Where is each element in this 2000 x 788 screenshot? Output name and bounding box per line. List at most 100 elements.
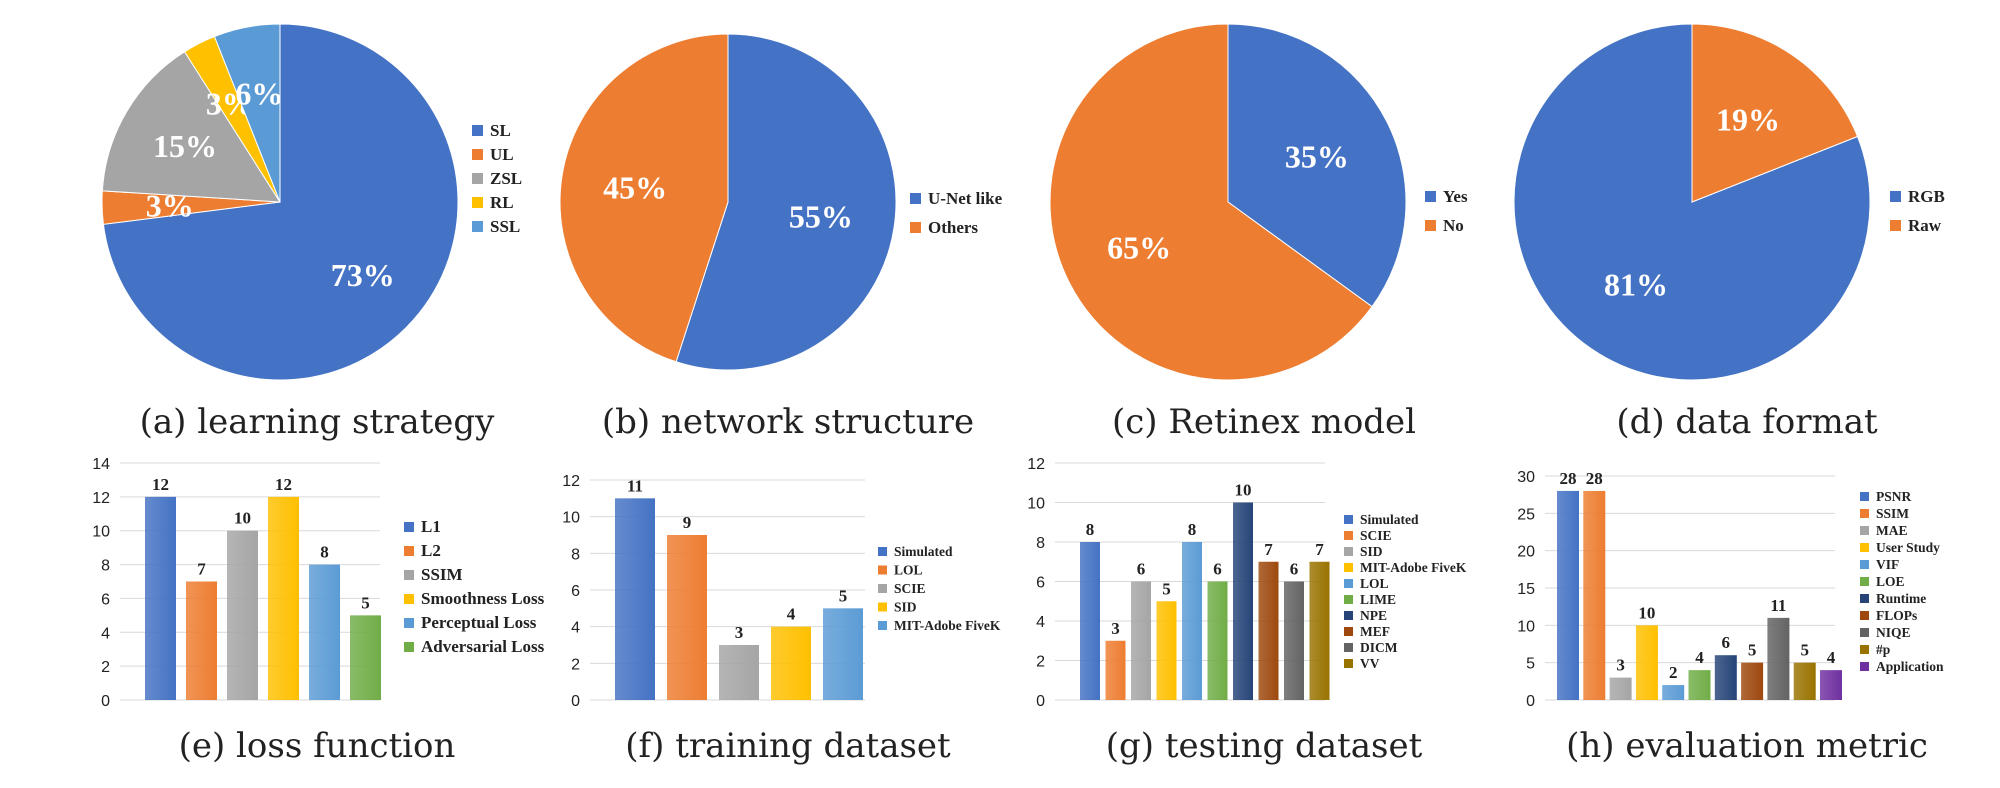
pie-a-legend-swatch-sl <box>472 125 483 136</box>
bar-g-legend-simulated: Simulated <box>1360 512 1419 527</box>
bar-f-ytick: 0 <box>571 693 580 710</box>
pie-b-legend-u-net-like: U-Net like <box>928 189 1003 208</box>
pie-a-legend-swatch-ul <box>472 149 483 160</box>
bar-h-legend-user-study: User Study <box>1876 540 1940 555</box>
bar-g-value-npe: 10 <box>1235 481 1252 500</box>
bar-f-scie <box>719 645 759 700</box>
bar-h-ytick: 0 <box>1526 693 1535 710</box>
bar-e-value-ssim: 10 <box>234 509 251 528</box>
bar-e-value-perceptual-loss: 8 <box>320 543 329 562</box>
pie-a-slice-sl <box>102 23 459 381</box>
bar-e-value-l2: 7 <box>197 560 206 579</box>
pie-d-label-raw: 19% <box>1716 102 1780 138</box>
bar-h-legend-application: Application <box>1876 659 1944 674</box>
bar-g-legend-swatch-mef <box>1344 627 1353 636</box>
bar-f-legend-swatch-scie <box>878 584 887 593</box>
bar-h-user-study <box>1635 625 1658 700</box>
bar-g-legend-mit-adobe-fivek: MIT-Adobe FiveK <box>1360 560 1467 575</box>
pie-b-legend-swatch-u-net-like <box>910 193 921 204</box>
bar-h-value-flops: 5 <box>1748 641 1757 660</box>
bar-h-p <box>1793 662 1816 700</box>
bar-f-value-simulated: 11 <box>627 476 643 495</box>
bar-e-value-adversarial-loss: 5 <box>361 593 370 612</box>
bar-g-dicm <box>1284 581 1304 700</box>
bar-g-legend-swatch-lol <box>1344 579 1353 588</box>
bar-h-ytick: 10 <box>1517 618 1535 635</box>
bar-g-value-lime: 6 <box>1213 560 1222 579</box>
bar-f-ytick: 10 <box>562 510 580 527</box>
bar-h-ytick: 5 <box>1526 656 1535 673</box>
bar-h-vif <box>1662 685 1685 700</box>
bar-f-value-lol: 9 <box>683 513 692 532</box>
bar-f-legend-sid: SID <box>894 600 917 615</box>
caption-g: (g) testing dataset <box>1106 726 1423 766</box>
bar-f-value-mit-adobe-fivek: 5 <box>839 586 848 605</box>
bar-g-legend-swatch-sid <box>1344 547 1353 556</box>
bar-g-legend-swatch-simulated <box>1344 515 1353 524</box>
bar-e-ytick: 4 <box>101 625 110 642</box>
bar-e-legend-swatch-ssim <box>404 570 414 580</box>
bar-h-legend-swatch-runtime <box>1860 594 1869 603</box>
bar-h-ssim <box>1583 490 1606 700</box>
pie-a-legend-zsl: ZSL <box>490 169 522 188</box>
pie-a-legend-swatch-zsl <box>472 173 483 184</box>
bar-h-value-loe: 4 <box>1695 648 1704 667</box>
bar-g-legend-npe: NPE <box>1360 608 1387 623</box>
bar-e-legend-swatch-l1 <box>404 522 414 532</box>
bar-g-legend-swatch-lime <box>1344 595 1353 604</box>
bar-g-simulated <box>1080 542 1100 700</box>
bar-h-legend-psnr: PSNR <box>1876 489 1912 504</box>
bar-e-smoothness-loss <box>268 496 299 700</box>
bar-e-legend-perceptual-loss: Perceptual Loss <box>421 613 537 632</box>
bar-e-legend-swatch-l2 <box>404 546 414 556</box>
bar-h-legend-swatch-p <box>1860 645 1869 654</box>
bar-g-ytick: 0 <box>1036 693 1045 710</box>
bar-h-value-user-study: 10 <box>1638 603 1655 622</box>
bar-g-legend-swatch-mit-adobe-fivek <box>1344 563 1353 572</box>
bar-h-ytick: 20 <box>1517 544 1535 561</box>
pie-c-legend-yes: Yes <box>1443 187 1468 206</box>
pie-a-legend-rl: RL <box>490 193 514 212</box>
bar-g-mef <box>1258 561 1279 700</box>
bar-g-ytick: 4 <box>1036 614 1045 631</box>
pie-a-slice-ssl <box>213 23 281 203</box>
bar-h-application <box>1820 670 1842 700</box>
bar-e-perceptual-loss <box>309 564 340 700</box>
pie-a-legend-ul: UL <box>490 145 514 164</box>
bar-e-ytick: 10 <box>92 524 110 541</box>
pie-b-label-others: 45% <box>603 169 667 205</box>
bar-h-legend-p: #p <box>1876 642 1890 657</box>
pie-d-slice-rgb <box>1513 23 1871 381</box>
bar-f-lol <box>667 535 707 700</box>
caption-c: (c) Retinex model <box>1112 402 1416 442</box>
pie-d-slice-raw <box>1691 23 1859 203</box>
bar-e-legend-adversarial-loss: Adversarial Loss <box>421 637 545 656</box>
caption-d: (d) data format <box>1616 402 1878 442</box>
bar-h-runtime <box>1714 655 1737 700</box>
bar-g-legend-swatch-dicm <box>1344 643 1353 652</box>
bar-g-ytick: 12 <box>1027 456 1045 473</box>
bar-g-mit-adobe-fivek <box>1156 601 1177 700</box>
bar-g-scie <box>1105 640 1126 700</box>
bar-h-value-runtime: 6 <box>1722 633 1731 652</box>
bar-f-legend-mit-adobe-fivek: MIT-Adobe FiveK <box>894 618 1001 633</box>
bar-h-legend-flops: FLOPs <box>1876 608 1917 623</box>
bar-f-simulated <box>615 498 655 700</box>
bar-e-legend-smoothness-loss: Smoothness Loss <box>421 589 545 608</box>
bar-e-legend-l2: L2 <box>421 541 441 560</box>
bar-g-legend-swatch-scie <box>1344 531 1353 540</box>
pie-c-legend-swatch-no <box>1425 220 1436 231</box>
bar-e-legend-swatch-adversarial-loss <box>404 642 414 652</box>
bar-g-legend-mef: MEF <box>1360 624 1390 639</box>
caption-e: (e) loss function <box>179 726 456 766</box>
bar-h-legend-vif: VIF <box>1876 557 1899 572</box>
pie-a-label-sl: 73% <box>331 257 395 293</box>
pie-b-slice-u-net-like <box>675 33 897 371</box>
bar-e-legend-swatch-smoothness-loss <box>404 594 414 604</box>
pie-d-legend-swatch-rgb <box>1890 191 1901 202</box>
bar-h-legend-swatch-flops <box>1860 611 1869 620</box>
bar-h-legend-swatch-application <box>1860 662 1869 671</box>
bar-g-ytick: 8 <box>1036 535 1045 552</box>
bar-h-legend-niqe: NIQE <box>1876 625 1911 640</box>
bar-h-legend-swatch-niqe <box>1860 628 1869 637</box>
